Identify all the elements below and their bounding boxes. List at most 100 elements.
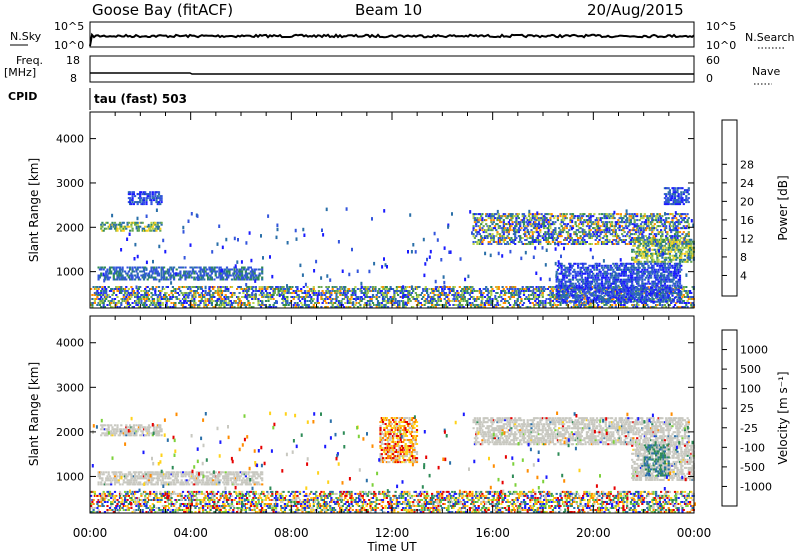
range-gate-cell bbox=[549, 227, 552, 230]
range-gate-cell bbox=[286, 288, 289, 290]
range-gate-cell bbox=[665, 217, 668, 220]
range-gate-cell bbox=[183, 306, 186, 308]
range-gate-cell bbox=[160, 270, 163, 273]
range-gate-cell bbox=[613, 296, 616, 298]
range-gate-cell bbox=[594, 288, 597, 290]
range-gate-cell bbox=[639, 225, 643, 228]
range-gate-cell bbox=[604, 221, 607, 224]
range-gate-cell bbox=[346, 296, 349, 298]
range-gate-cell bbox=[613, 243, 616, 245]
range-gate-cell bbox=[100, 225, 103, 228]
range-gate-cell bbox=[531, 292, 534, 294]
range-gate-cell bbox=[638, 248, 641, 251]
range-gate-cell bbox=[491, 298, 494, 300]
range-gate-cell bbox=[415, 296, 419, 298]
range-gate-cell bbox=[651, 258, 654, 261]
range-gate-cell bbox=[140, 221, 143, 224]
range-gate-cell bbox=[285, 302, 288, 304]
range-gate-cell bbox=[687, 302, 690, 304]
range-gate-cell bbox=[575, 278, 578, 281]
range-gate-cell bbox=[589, 306, 592, 308]
range-gate-cell bbox=[165, 270, 168, 273]
range-gate-cell bbox=[179, 276, 182, 279]
range-gate-cell bbox=[629, 233, 632, 236]
range-gate-cell bbox=[668, 225, 671, 228]
range-gate-cell bbox=[257, 300, 260, 302]
range-gate-cell bbox=[159, 292, 162, 294]
range-gate-cell bbox=[317, 290, 320, 292]
range-gate-cell bbox=[434, 304, 437, 306]
range-gate-cell bbox=[466, 292, 469, 294]
range-gate-cell bbox=[579, 278, 582, 281]
range-gate-cell bbox=[157, 197, 161, 200]
range-gate-cell bbox=[100, 268, 103, 271]
range-gate-cell bbox=[564, 225, 567, 228]
range-gate-cell bbox=[217, 286, 220, 288]
range-gate-cell bbox=[589, 292, 592, 294]
range-gate-cell bbox=[597, 225, 600, 228]
range-gate-cell bbox=[665, 221, 668, 224]
range-gate-cell bbox=[511, 286, 514, 288]
range-gate-cell bbox=[560, 300, 563, 302]
range-gate-cell bbox=[559, 231, 562, 234]
range-gate-cell bbox=[414, 298, 417, 300]
range-gate-cell bbox=[378, 296, 381, 298]
range-gate-cell bbox=[282, 286, 285, 288]
range-gate-cell bbox=[224, 302, 227, 304]
range-gate-cell bbox=[551, 239, 554, 241]
range-gate-cell bbox=[141, 266, 144, 269]
range-gate-cell bbox=[559, 298, 562, 300]
range-gate-cell bbox=[554, 296, 557, 298]
range-gate-cell bbox=[571, 296, 575, 299]
range-gate-cell bbox=[224, 288, 227, 290]
range-gate-cell bbox=[218, 306, 221, 308]
range-gate-cell bbox=[510, 296, 513, 298]
range-gate-cell bbox=[262, 292, 265, 294]
range-gate-cell bbox=[689, 238, 692, 241]
range-gate-cell bbox=[575, 288, 578, 290]
range-gate-cell bbox=[150, 288, 153, 290]
range-gate-cell bbox=[403, 304, 406, 306]
range-gate-cell bbox=[370, 300, 373, 302]
range-gate-cell bbox=[387, 300, 390, 302]
range-gate-cell bbox=[197, 304, 200, 306]
range-gate-cell bbox=[608, 229, 611, 232]
range-gate-cell bbox=[169, 276, 172, 279]
range-gate-cell bbox=[638, 227, 641, 230]
range-gate-cell bbox=[497, 243, 500, 245]
range-gate-cell bbox=[385, 296, 388, 298]
range-gate-cell bbox=[677, 298, 680, 300]
range-gate-cell bbox=[262, 296, 265, 298]
range-gate-cell bbox=[670, 225, 673, 228]
range-gate-cell bbox=[113, 227, 117, 230]
range-gate-cell bbox=[532, 294, 536, 296]
range-gate-cell bbox=[118, 268, 122, 271]
range-gate-cell bbox=[507, 221, 510, 224]
range-gate-cell bbox=[217, 276, 220, 279]
range-gate-cell bbox=[515, 231, 518, 234]
range-gate-cell bbox=[539, 302, 542, 304]
range-gate-cell bbox=[371, 294, 375, 296]
range-gate-cell bbox=[558, 298, 561, 300]
range-gate-cell bbox=[587, 296, 590, 299]
range-gate-cell bbox=[160, 278, 163, 281]
range-gate-cell bbox=[648, 260, 651, 263]
range-gate-cell bbox=[439, 294, 442, 296]
range-gate-cell bbox=[243, 304, 246, 306]
range-gate-cell bbox=[517, 231, 520, 234]
range-gate-cell bbox=[639, 213, 643, 216]
range-gate-cell bbox=[678, 260, 682, 263]
range-gate-cell bbox=[690, 244, 693, 247]
range-gate-cell bbox=[110, 270, 113, 273]
range-gate-cell bbox=[541, 294, 544, 296]
range-gate-cell bbox=[663, 227, 666, 230]
range-gate-cell bbox=[690, 296, 693, 298]
range-gate-cell bbox=[575, 284, 578, 287]
range-gate-cell bbox=[165, 286, 168, 288]
range-gate-cell bbox=[550, 306, 553, 308]
range-gate-cell bbox=[607, 241, 610, 243]
range-gate-cell bbox=[550, 237, 553, 239]
range-gate-cell bbox=[241, 276, 244, 279]
range-gate-cell bbox=[589, 294, 592, 296]
range-gate-cell bbox=[656, 296, 659, 298]
